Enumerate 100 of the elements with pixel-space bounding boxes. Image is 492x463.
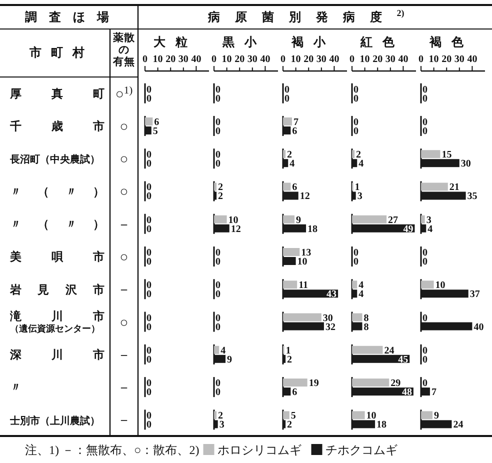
- data-label: 0: [146, 420, 152, 431]
- chart-title: 褐小: [290, 35, 327, 49]
- data-label: 48: [402, 387, 412, 398]
- data-label: 0: [354, 248, 358, 258]
- data-label: 40: [474, 322, 484, 333]
- data-label: 19: [308, 378, 319, 390]
- data-label: 9: [296, 214, 302, 226]
- data-label: 2: [218, 191, 224, 202]
- data-label: 0: [216, 256, 220, 268]
- y-tick-label: 深川市: [9, 348, 105, 362]
- data-label: 4: [358, 158, 364, 170]
- data-label: 0: [216, 322, 220, 333]
- data-label: 0: [216, 84, 220, 96]
- y-tick-label: 〃（〃）: [10, 186, 105, 198]
- data-label: 0: [354, 93, 358, 104]
- y-tick-label: 〃: [10, 382, 22, 394]
- data-label: 8: [364, 312, 369, 324]
- data-label: 2: [287, 354, 292, 366]
- data-label: 11: [298, 280, 308, 292]
- data-label: 2: [218, 410, 224, 422]
- x-tick-label: 0: [212, 54, 216, 65]
- x-tick-label: 10: [222, 54, 232, 65]
- data-label: 0: [354, 126, 358, 137]
- text: －: [117, 283, 131, 298]
- data-label: 0: [284, 84, 290, 96]
- data-label: 0: [146, 214, 152, 226]
- data-label: 4: [428, 224, 433, 235]
- data-label: 0: [422, 354, 428, 366]
- data-label: 0: [146, 345, 152, 356]
- text: －: [117, 414, 131, 429]
- data-label: 0: [146, 378, 152, 390]
- data-label: 45: [398, 354, 408, 366]
- data-label: 0: [354, 84, 358, 96]
- data-label: 29: [390, 378, 401, 390]
- data-label: 0: [422, 93, 428, 104]
- chart-title: 大粒: [154, 35, 188, 49]
- x-tick-label: 40: [191, 54, 202, 65]
- data-label: 12: [230, 224, 241, 235]
- data-label: 0: [216, 126, 220, 137]
- data-label: 0: [146, 410, 152, 422]
- data-label: 0: [422, 345, 428, 356]
- data-label: 6: [292, 182, 298, 194]
- data-label: 3: [219, 420, 224, 431]
- data-label: 5: [152, 126, 158, 137]
- text: －: [117, 218, 131, 233]
- chart-title: 黒小: [222, 35, 258, 49]
- data-label: 4: [290, 158, 295, 170]
- data-label: 10: [366, 410, 376, 422]
- y-tick-label: 厚真町: [9, 86, 105, 100]
- data-label: 0: [422, 116, 428, 128]
- x-tick-label: 20: [234, 54, 245, 65]
- x-tick-label: 30: [454, 54, 464, 65]
- x-tick-label: 10: [290, 54, 301, 65]
- data-label: 0: [422, 312, 428, 324]
- data-label: 0: [146, 158, 152, 170]
- x-tick-label: 30: [247, 54, 258, 65]
- x-tick-label: 40: [467, 54, 478, 65]
- y-tick-label: 岩見沢市: [9, 282, 105, 296]
- data-label: 3: [426, 214, 432, 226]
- y-tick-label: 長沼町（中央農試）: [9, 154, 100, 166]
- text: 市町村: [28, 45, 84, 60]
- text: ○$^{1)}$: [115, 84, 134, 102]
- data-label: 49: [403, 224, 414, 235]
- data-label: 13: [301, 248, 312, 258]
- data-label: 4: [358, 289, 364, 300]
- data-label: 5: [290, 410, 296, 422]
- data-label: 0: [422, 378, 428, 390]
- text: 調査ほ場: [24, 10, 109, 24]
- data-label: 0: [354, 116, 358, 128]
- legend-label: チホクコムギ: [325, 443, 398, 457]
- data-label: 0: [354, 256, 358, 268]
- data-label: 0: [146, 280, 152, 292]
- data-label: 0: [146, 84, 152, 96]
- x-tick-label: 40: [260, 54, 270, 65]
- data-label: 24: [384, 345, 394, 356]
- data-label: 0: [146, 387, 152, 398]
- y-tick-label: 滝川市（遺伝資源センター）: [9, 309, 105, 334]
- data-label: 30: [460, 158, 471, 170]
- data-label: 12: [300, 191, 310, 202]
- x-tick-label: 30: [316, 54, 326, 65]
- data-label: 0: [216, 312, 220, 324]
- data-label: 0: [422, 256, 428, 268]
- x-tick-label: 20: [304, 54, 314, 65]
- x-tick-label: 40: [329, 54, 340, 65]
- data-label: 15: [442, 150, 452, 161]
- x-tick-label: 30: [385, 54, 396, 65]
- data-label: 0: [216, 116, 220, 128]
- data-label: 0: [422, 84, 428, 96]
- data-label: 0: [216, 158, 220, 170]
- text: 病原菌別発病度$^{2)}$: [206, 8, 404, 24]
- data-label: 0: [146, 93, 152, 104]
- text: ○: [120, 250, 128, 266]
- data-label: 0: [146, 150, 152, 161]
- data-label: 30: [322, 312, 333, 324]
- data-label: 43: [326, 289, 337, 300]
- data-label: 4: [220, 345, 226, 356]
- chart-title: 紅色: [360, 35, 396, 49]
- text: －: [117, 348, 131, 364]
- data-label: 6: [292, 387, 298, 398]
- data-label: 9: [227, 354, 232, 366]
